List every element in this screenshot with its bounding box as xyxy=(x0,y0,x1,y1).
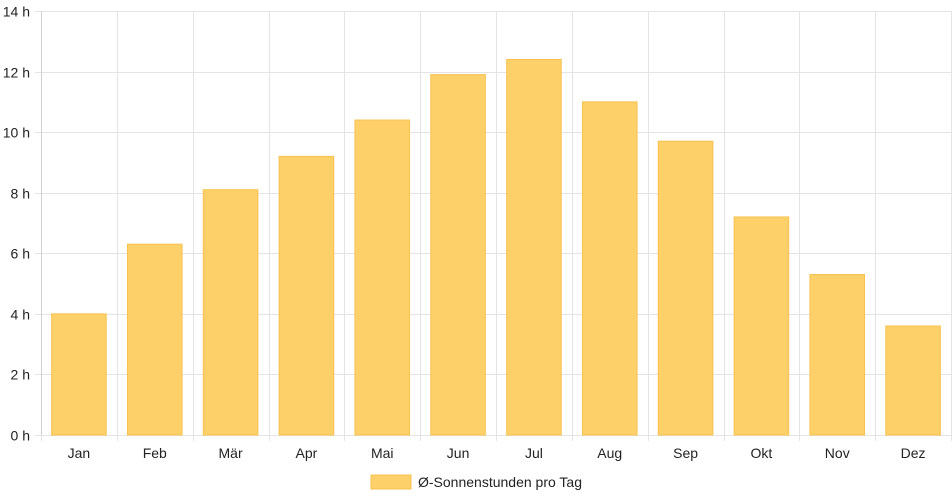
bar-jul[interactable] xyxy=(506,58,562,436)
x-tick-label: Sep xyxy=(673,445,698,461)
x-tick-label: Mär xyxy=(219,445,243,461)
legend[interactable]: Ø-Sonnenstunden pro Tag xyxy=(370,474,582,490)
y-tick-label: 12 h xyxy=(3,65,30,81)
x-tick-label: Jul xyxy=(525,445,543,461)
legend-label[interactable]: Ø-Sonnenstunden pro Tag xyxy=(418,474,582,490)
bar-mär[interactable] xyxy=(202,189,259,436)
y-tick-label: 14 h xyxy=(3,4,30,20)
bar-mai[interactable] xyxy=(354,119,411,436)
grid-layer xyxy=(35,11,952,441)
bar-okt[interactable] xyxy=(733,216,790,436)
bar-aug[interactable] xyxy=(581,101,638,436)
x-tick-label: Okt xyxy=(751,445,773,461)
x-tick-label: Dez xyxy=(901,445,926,461)
x-tick-label: Mai xyxy=(371,445,394,461)
legend-swatch[interactable] xyxy=(370,474,412,490)
bar-dez[interactable] xyxy=(885,325,941,436)
bar-jan[interactable] xyxy=(51,313,107,436)
y-tick-label: 6 h xyxy=(11,246,30,262)
x-tick-label: Jan xyxy=(68,445,91,461)
x-tick-label: Nov xyxy=(825,445,850,461)
y-tick-label: 0 h xyxy=(11,428,30,444)
bar-apr[interactable] xyxy=(278,155,335,436)
x-tick-label: Apr xyxy=(296,445,318,461)
y-tick-label: 10 h xyxy=(3,125,30,141)
x-tick-label: Aug xyxy=(597,445,622,461)
y-tick-label: 4 h xyxy=(11,307,30,323)
axis-layer: 0 h 2 h 4 h 6 h 8 h 10 h 12 h 14 h Jan Feb Mär Apr M… xyxy=(3,4,926,462)
x-tick-label: Jun xyxy=(447,445,470,461)
y-tick-label: 2 h xyxy=(11,367,30,383)
bar-nov[interactable] xyxy=(809,273,866,436)
x-tick-label: Feb xyxy=(143,445,167,461)
bar-jun[interactable] xyxy=(430,74,486,436)
y-tick-label: 8 h xyxy=(11,186,30,202)
bar-layer xyxy=(51,58,941,436)
bar-feb[interactable] xyxy=(126,243,183,436)
bar-sep[interactable] xyxy=(657,140,714,436)
